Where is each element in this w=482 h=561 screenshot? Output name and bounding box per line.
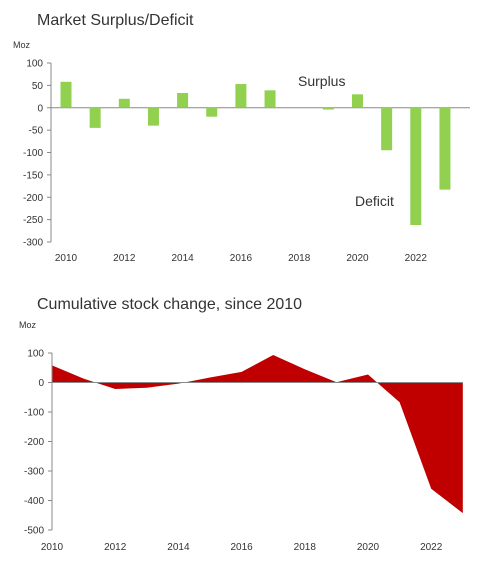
chart1-bar bbox=[439, 107, 451, 190]
chart1-bar bbox=[177, 92, 189, 108]
chart1-x-tick-label: 2018 bbox=[288, 253, 311, 264]
chart1-y-tick-label: -50 bbox=[29, 126, 44, 137]
chart2-area bbox=[52, 355, 463, 514]
chart1-bar bbox=[60, 81, 72, 108]
chart1-y-tick-label: -150 bbox=[23, 170, 43, 181]
chart2-x-tick-label: 2014 bbox=[167, 542, 190, 553]
chart2-x-tick-label: 2018 bbox=[294, 542, 317, 553]
chart2-y-tick-label: 0 bbox=[38, 378, 44, 389]
chart1-x-tick-label: 2012 bbox=[113, 253, 136, 264]
chart2-x-tick-label: 2020 bbox=[357, 542, 380, 553]
chart2-y-tick-label: 100 bbox=[27, 349, 44, 360]
chart1-bar bbox=[264, 90, 276, 108]
chart2-x-tick-label: 2010 bbox=[41, 542, 64, 553]
chart1-bar bbox=[410, 107, 422, 225]
chart1-bar bbox=[322, 107, 334, 110]
chart1-bar bbox=[381, 107, 393, 151]
chart1-bar bbox=[147, 107, 159, 126]
chart1-bar bbox=[89, 107, 101, 128]
chart1-y-tick-label: 50 bbox=[32, 81, 44, 92]
chart1-ylabel: Moz bbox=[13, 40, 31, 50]
chart2-y-tick-label: -500 bbox=[24, 526, 44, 537]
chart2-title: Cumulative stock change, since 2010 bbox=[37, 296, 303, 313]
chart1-x-tick-label: 2010 bbox=[55, 253, 78, 264]
chart1-y-tick-label: -300 bbox=[23, 238, 43, 249]
chart2-x-tick-label: 2022 bbox=[420, 542, 443, 553]
chart1-x-tick-label: 2014 bbox=[171, 253, 194, 264]
chart1-y-tick-label: -100 bbox=[23, 148, 43, 159]
chart2-y-tick-label: -200 bbox=[24, 437, 44, 448]
chart2-ylabel: Moz bbox=[19, 320, 37, 330]
chart1-x-tick-label: 2020 bbox=[346, 253, 369, 264]
chart2-x-tick-label: 2016 bbox=[230, 542, 253, 553]
chart2-y-tick-label: -100 bbox=[24, 408, 44, 419]
chart1-bar bbox=[235, 84, 247, 108]
chart1-annotation-deficit: Deficit bbox=[355, 193, 394, 209]
chart2-x-tick-label: 2012 bbox=[104, 542, 127, 553]
chart1-y-tick-label: 100 bbox=[26, 59, 43, 70]
chart1-y-tick-label: 0 bbox=[37, 103, 43, 114]
chart1-x-tick-label: 2022 bbox=[405, 253, 428, 264]
chart1-y-tick-label: -250 bbox=[23, 215, 43, 226]
chart2-y-tick-label: -400 bbox=[24, 496, 44, 507]
chart1-bar bbox=[352, 94, 363, 108]
chart1-bar bbox=[206, 107, 218, 117]
chart1-bar bbox=[118, 98, 130, 108]
chart1-annotation-surplus: Surplus bbox=[298, 73, 345, 89]
chart1-x-tick-label: 2016 bbox=[230, 253, 253, 264]
chart1-y-tick-label: -200 bbox=[23, 193, 43, 204]
chart1-title: Market Surplus/Deficit bbox=[37, 12, 194, 29]
chart2-y-tick-label: -300 bbox=[24, 467, 44, 478]
